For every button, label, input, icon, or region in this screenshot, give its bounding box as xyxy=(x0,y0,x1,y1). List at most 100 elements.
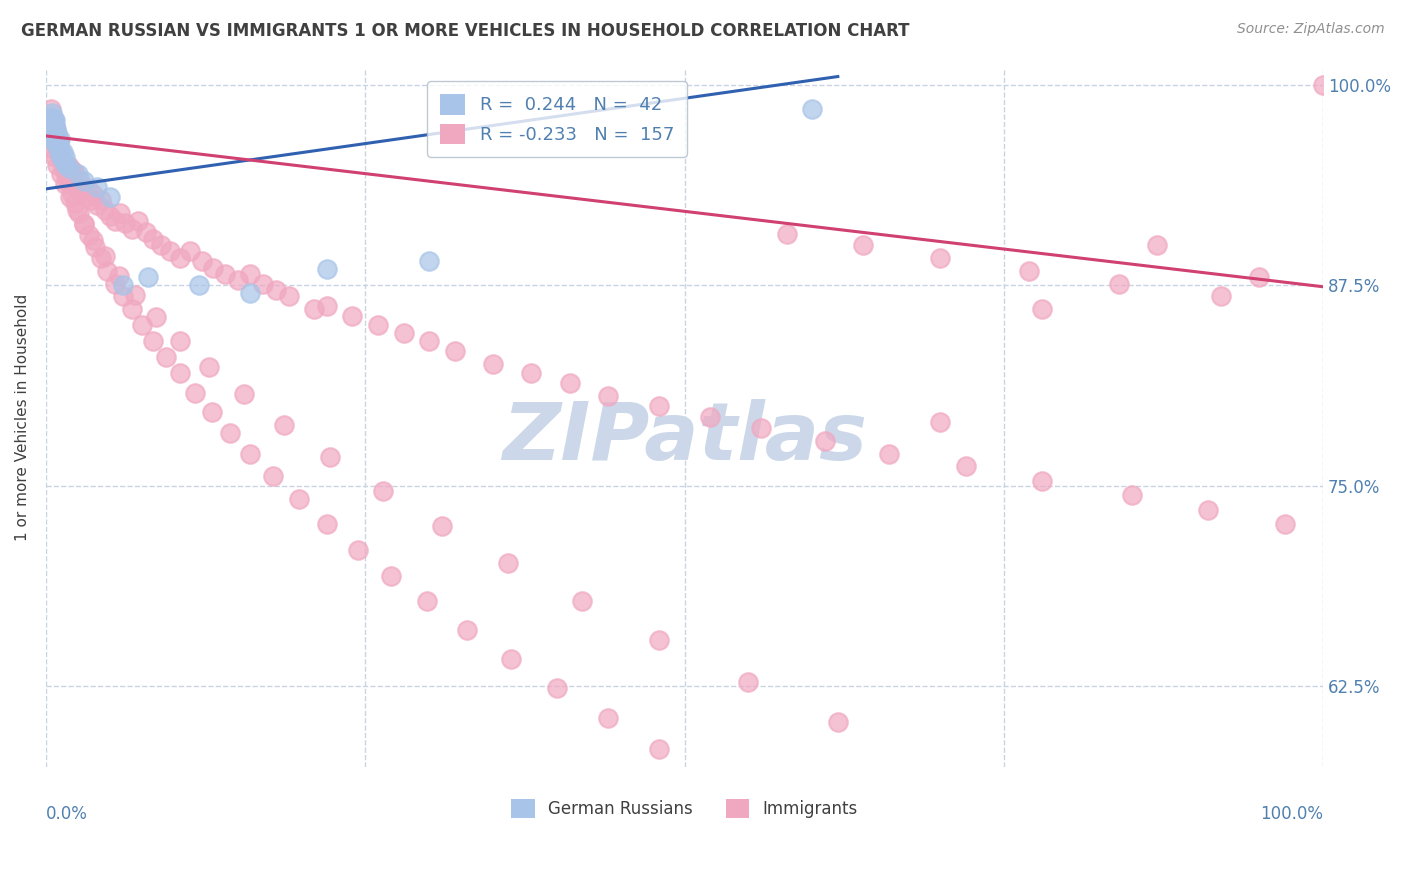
Immigrants xyxy=(53,177,76,191)
Immigrants xyxy=(159,244,181,259)
Immigrants xyxy=(1249,270,1271,285)
German Russians xyxy=(45,122,67,136)
Immigrants xyxy=(62,164,84,178)
Immigrants xyxy=(44,128,66,143)
Immigrants xyxy=(73,217,96,231)
German Russians xyxy=(46,134,69,148)
Immigrants xyxy=(318,450,340,464)
Immigrants xyxy=(79,228,101,243)
Immigrants xyxy=(63,174,86,188)
Immigrants xyxy=(520,367,543,381)
Immigrants xyxy=(342,309,364,323)
Immigrants xyxy=(51,150,73,164)
Immigrants xyxy=(56,158,79,172)
Immigrants xyxy=(67,206,90,220)
Immigrants xyxy=(346,543,368,558)
Immigrants xyxy=(131,318,153,333)
Immigrants xyxy=(60,170,83,185)
Immigrants xyxy=(239,447,262,461)
Immigrants xyxy=(66,182,89,196)
Immigrants xyxy=(191,254,214,268)
Immigrants xyxy=(65,196,87,211)
Immigrants xyxy=(65,177,87,191)
Immigrants xyxy=(46,142,69,156)
German Russians xyxy=(44,128,66,143)
Immigrants xyxy=(202,260,225,275)
Immigrants xyxy=(929,251,952,265)
Immigrants xyxy=(58,168,80,182)
Immigrants xyxy=(415,594,437,608)
Immigrants xyxy=(44,136,66,150)
Immigrants xyxy=(39,102,62,116)
German Russians xyxy=(418,254,440,268)
German Russians xyxy=(316,262,339,277)
Immigrants xyxy=(41,128,63,143)
Immigrants xyxy=(39,126,62,140)
Immigrants xyxy=(52,158,75,172)
Immigrants xyxy=(59,161,82,175)
Immigrants xyxy=(44,120,66,134)
German Russians xyxy=(42,112,65,127)
Immigrants xyxy=(45,138,67,153)
Immigrants xyxy=(239,267,262,281)
Immigrants xyxy=(108,206,131,220)
Immigrants xyxy=(169,251,191,265)
Immigrants xyxy=(1274,517,1296,532)
Immigrants xyxy=(46,132,69,146)
Immigrants xyxy=(121,302,143,317)
Immigrants xyxy=(699,409,721,424)
Immigrants xyxy=(82,233,104,247)
Immigrants xyxy=(75,190,97,204)
Immigrants xyxy=(48,138,70,153)
German Russians xyxy=(41,112,63,127)
Immigrants xyxy=(302,302,325,317)
Immigrants xyxy=(596,711,619,725)
Immigrants xyxy=(149,238,172,252)
Immigrants xyxy=(214,267,236,281)
Immigrants xyxy=(44,150,66,164)
German Russians xyxy=(39,120,62,134)
Immigrants xyxy=(142,334,165,349)
Immigrants xyxy=(827,714,849,729)
Immigrants xyxy=(90,251,112,265)
Immigrants xyxy=(48,136,70,151)
Immigrants xyxy=(145,310,167,325)
German Russians xyxy=(44,112,66,127)
Immigrants xyxy=(41,142,63,156)
Immigrants xyxy=(90,193,112,207)
Immigrants xyxy=(69,174,91,188)
German Russians xyxy=(239,286,262,301)
Immigrants xyxy=(73,217,96,231)
Immigrants xyxy=(648,632,671,647)
German Russians xyxy=(38,118,60,132)
German Russians xyxy=(39,110,62,124)
Immigrants xyxy=(262,469,284,483)
Immigrants xyxy=(42,112,65,127)
Immigrants xyxy=(737,674,759,689)
Immigrants xyxy=(58,177,80,191)
Immigrants xyxy=(46,158,69,172)
Immigrants xyxy=(55,169,77,183)
Immigrants xyxy=(776,227,799,241)
Immigrants xyxy=(711,772,734,787)
Immigrants xyxy=(814,434,837,448)
German Russians xyxy=(52,154,75,169)
Text: 0.0%: 0.0% xyxy=(46,805,87,823)
Immigrants xyxy=(392,326,415,341)
German Russians xyxy=(58,161,80,175)
Immigrants xyxy=(749,421,772,435)
Immigrants xyxy=(264,283,287,297)
Immigrants xyxy=(273,417,295,432)
German Russians xyxy=(801,102,824,116)
Immigrants xyxy=(1146,238,1168,252)
Text: GERMAN RUSSIAN VS IMMIGRANTS 1 OR MORE VEHICLES IN HOUSEHOLD CORRELATION CHART: GERMAN RUSSIAN VS IMMIGRANTS 1 OR MORE V… xyxy=(21,22,910,40)
Immigrants xyxy=(288,491,311,506)
Immigrants xyxy=(179,244,201,259)
Immigrants xyxy=(367,318,389,333)
Immigrants xyxy=(1031,302,1053,317)
Immigrants xyxy=(42,126,65,140)
Immigrants xyxy=(135,225,157,239)
German Russians xyxy=(188,278,211,293)
German Russians xyxy=(38,122,60,136)
Immigrants xyxy=(198,359,221,374)
